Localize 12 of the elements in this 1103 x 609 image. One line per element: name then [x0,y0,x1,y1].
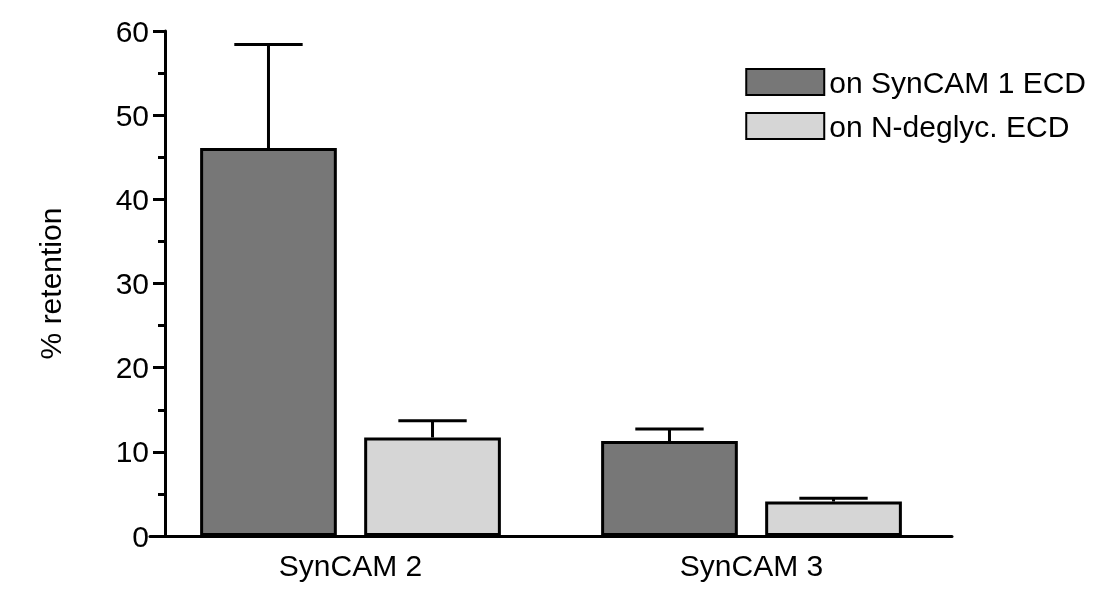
y-tick-label: 40 [115,182,149,216]
y-tick-label: 0 [132,519,149,553]
y-tick-label: 20 [115,351,149,385]
x-tick-label: SynCAM 3 [679,548,824,582]
x-tick-label: SynCAM 2 [278,548,423,582]
y-tick-label: 30 [115,267,149,300]
y-tick-label: 10 [115,435,149,469]
legend-label: on N-deglyc. ECD [829,109,1070,143]
y-tick-label: 50 [115,98,149,132]
legend-label: on SynCAM 1 ECD [829,65,1087,99]
y-tick-label: 60 [115,14,149,48]
y-axis-title: % retention [33,207,67,360]
